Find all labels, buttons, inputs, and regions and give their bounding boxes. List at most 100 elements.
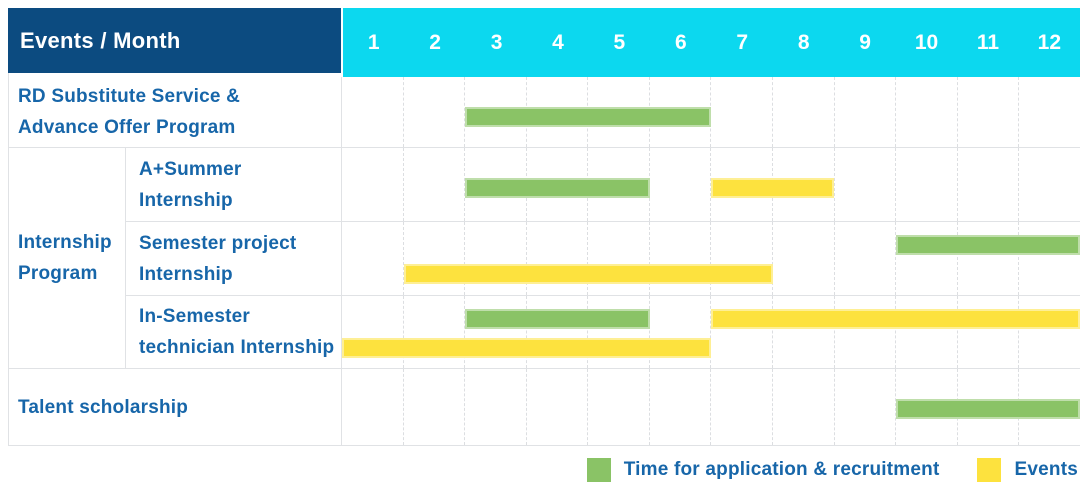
month-label-10: 10 (914, 30, 939, 54)
month-grid-cell (342, 369, 403, 445)
month-grid-cell (525, 369, 588, 445)
group-label-cell: Internship Program (9, 148, 126, 368)
row-grid (342, 369, 1080, 445)
legend-swatch-green-icon (586, 458, 611, 482)
month-grid-cell (833, 222, 896, 295)
month-grid-cell (895, 222, 957, 295)
month-grid-cell (648, 296, 711, 368)
month-grid-cell (1018, 77, 1080, 147)
month-grid-cell (1018, 296, 1080, 368)
internship-program-group: Internship Program A+Summer Internship S… (9, 148, 1080, 369)
month-grid-cell (587, 296, 649, 368)
month-grid-cell (402, 369, 465, 445)
subrow-label-cell: Semester project Internship (126, 222, 342, 295)
legend-item-application: Time for application & recruitment (586, 458, 940, 482)
month-grid-cell (587, 369, 649, 445)
legend-label-application: Time for application & recruitment (623, 459, 940, 480)
month-grid-cell (710, 369, 772, 445)
event-bar (711, 309, 1080, 329)
application-bar (895, 399, 1080, 419)
month-grid-cell (710, 148, 772, 221)
row-grid (342, 296, 1080, 368)
subrow-label: In-Semester technician Internship (139, 306, 335, 358)
row-talent-scholarship: Talent scholarship (9, 369, 1080, 445)
row-in-semester-technician: In-Semester technician Internship (126, 296, 1080, 368)
month-grid-cell (833, 77, 896, 147)
month-grid-cell (402, 77, 465, 147)
row-label: RD Substitute Service & Advance Offer Pr… (18, 86, 241, 138)
table-header-row: Events / Month 1 2 3 4 5 6 7 8 9 10 11 12 (8, 8, 1080, 77)
subrow-label: Semester project Internship (139, 232, 297, 285)
month-grid-cell (402, 148, 465, 221)
month-grid-cell (772, 222, 834, 295)
month-grid-cell (464, 148, 526, 221)
month-grid-cell (710, 222, 772, 295)
application-bar (895, 235, 1080, 255)
month-grid-cell (710, 296, 772, 368)
group-subrows: A+Summer Internship Semester project Int… (126, 148, 1080, 368)
group-label: Internship Program (18, 232, 112, 284)
month-grid-cell (710, 77, 772, 147)
event-bar (342, 338, 711, 358)
month-grid-cell (342, 77, 403, 147)
row-semester-project: Semester project Internship (126, 222, 1080, 296)
month-label-3: 3 (490, 30, 503, 54)
application-bar (465, 107, 711, 127)
month-label-2: 2 (429, 30, 441, 54)
month-grid-cell (772, 296, 834, 368)
event-bar (711, 178, 834, 198)
month-grid-cell (833, 369, 896, 445)
legend: Time for application & recruitment Event… (8, 458, 1080, 482)
month-grid-cell (464, 296, 526, 368)
month-grid-cell (648, 148, 711, 221)
month-label-7: 7 (736, 30, 749, 54)
month-label-5: 5 (613, 30, 626, 54)
month-grid-cell (1018, 222, 1080, 295)
row-grid (342, 77, 1080, 147)
subrow-label: A+Summer Internship (139, 158, 242, 211)
legend-label-events: Events (1014, 459, 1078, 480)
row-grid (342, 222, 1080, 295)
month-grid-cell (956, 148, 1019, 221)
month-label-4: 4 (552, 30, 564, 54)
row-label-cell: Talent scholarship (9, 369, 342, 445)
subrow-label-cell: In-Semester technician Internship (126, 296, 342, 368)
month-grid-cell (956, 296, 1019, 368)
row-grid (342, 148, 1080, 221)
legend-item-events: Events (977, 458, 1078, 482)
month-grid-cell (402, 296, 465, 368)
month-grid-cell (833, 296, 896, 368)
month-grid-cell (402, 222, 465, 295)
row-rd-substitute: RD Substitute Service & Advance Offer Pr… (9, 77, 1080, 148)
month-grid-cell (1018, 148, 1080, 221)
month-label-9: 9 (859, 30, 871, 54)
month-grid-cell (525, 222, 588, 295)
month-grid-cell (772, 369, 834, 445)
month-label-8: 8 (797, 30, 810, 54)
month-label-6: 6 (674, 30, 687, 54)
month-grid-cell (464, 369, 526, 445)
gantt-table: Events / Month 1 2 3 4 5 6 7 8 9 10 11 12 RD Substi… (8, 8, 1080, 446)
legend-swatch-yellow-icon (977, 458, 1002, 482)
month-grid-cell (956, 222, 1019, 295)
month-grid-cell (648, 369, 711, 445)
month-grid-cell (648, 222, 711, 295)
month-grid-cell (464, 77, 526, 147)
application-bar (465, 309, 650, 329)
event-bar (403, 264, 773, 284)
month-grid-cell (342, 222, 403, 295)
application-bar (465, 178, 650, 198)
month-grid-cell (525, 296, 588, 368)
month-grid-cell (895, 296, 957, 368)
month-grid-cell (464, 222, 526, 295)
month-grid-cell (772, 77, 834, 147)
row-label-cell: RD Substitute Service & Advance Offer Pr… (9, 77, 342, 147)
month-grid-cell (895, 148, 957, 221)
row-a-plus-summer: A+Summer Internship (126, 148, 1080, 222)
subrow-label-cell: A+Summer Internship (126, 148, 342, 221)
month-label-12: 12 (1037, 30, 1062, 54)
month-grid-cell (833, 148, 896, 221)
row-label: Talent scholarship (18, 396, 189, 418)
month-grid-cell (895, 77, 957, 147)
month-grid-cell (956, 77, 1019, 147)
